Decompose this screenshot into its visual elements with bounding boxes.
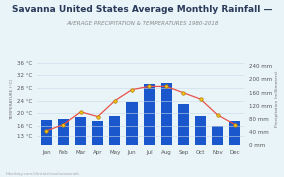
Bar [212, 126, 223, 145]
Bar [109, 116, 120, 145]
Text: Savanna United States Average Monthly Rainfall —: Savanna United States Average Monthly Ra… [12, 5, 272, 14]
Text: hikerbay.com/climate/usa/savannah: hikerbay.com/climate/usa/savannah [6, 172, 80, 176]
Bar [144, 84, 155, 145]
Bar [75, 117, 86, 145]
Y-axis label: TEMPERATURE (°C): TEMPERATURE (°C) [10, 78, 14, 120]
Y-axis label: Precipitation (millimeters): Precipitation (millimeters) [275, 71, 279, 127]
Bar [92, 121, 103, 145]
Bar [126, 102, 137, 145]
Bar [195, 116, 206, 145]
Legend: TEMPERATURE, RAINFALL: TEMPERATURE, RAINFALL [95, 176, 186, 177]
Text: AVERAGE PRECIPITATION & TEMPERATURES 1980-2018: AVERAGE PRECIPITATION & TEMPERATURES 198… [66, 21, 218, 26]
Bar [178, 104, 189, 145]
Bar [41, 120, 52, 145]
Bar [58, 119, 69, 145]
Bar [229, 121, 240, 145]
Bar [161, 83, 172, 145]
